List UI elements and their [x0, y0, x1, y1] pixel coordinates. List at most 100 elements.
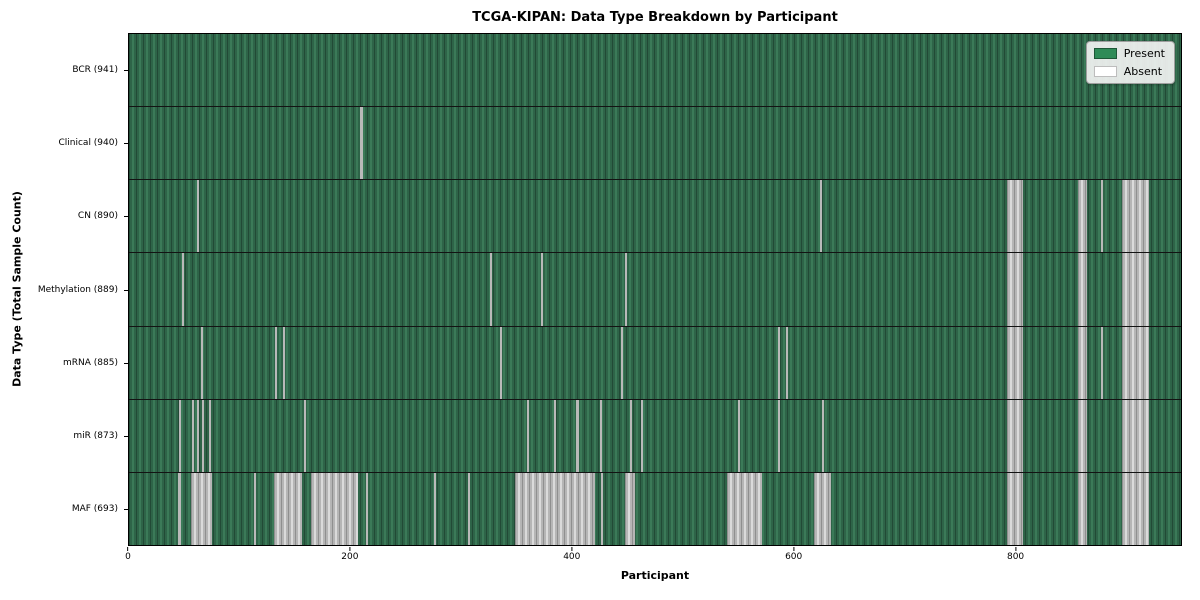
- absent-stripe: [490, 253, 493, 326]
- y-tick-label: BCR (941): [72, 64, 118, 75]
- x-tick: 600: [785, 547, 802, 562]
- heatmap-row: [129, 472, 1181, 545]
- absent-stripe: [200, 326, 204, 399]
- absent-stripe: [1078, 472, 1087, 545]
- x-tick: 400: [563, 547, 580, 562]
- y-tick-label: Methylation (889): [37, 284, 118, 295]
- absent-stripe: [1007, 472, 1023, 545]
- absent-stripe: [599, 399, 602, 472]
- absent-stripe: [310, 472, 359, 545]
- absent-stripe: [515, 472, 596, 545]
- absent-stripe: [365, 472, 369, 545]
- y-tick-label: miR (873): [73, 431, 118, 442]
- absent-stripe: [822, 399, 825, 472]
- absent-stripe: [1007, 180, 1023, 253]
- absent-stripe: [600, 472, 603, 545]
- absent-stripe: [620, 326, 623, 399]
- x-tick: 0: [125, 547, 131, 562]
- x-axis-label: Participant: [620, 569, 690, 582]
- legend-item-present: Present: [1093, 47, 1165, 60]
- y-axis-tick-labels: BCR (941) Clinical (940) CN (890) Methylati…: [0, 33, 120, 546]
- legend-present-label: Present: [1123, 47, 1165, 60]
- absent-stripe: [625, 253, 628, 326]
- absent-stripe: [640, 399, 643, 472]
- absent-stripe: [738, 399, 741, 472]
- absent-stripe: [499, 326, 503, 399]
- absent-stripe: [1122, 399, 1149, 472]
- absent-stripe: [1078, 180, 1087, 253]
- heatmap-row: [129, 399, 1181, 473]
- absent-stripe: [629, 399, 632, 472]
- y-tick-mark: [124, 69, 128, 71]
- absent-stripe: [1101, 326, 1104, 399]
- absent-stripe: [526, 399, 529, 472]
- y-tick-mark: [124, 289, 128, 291]
- absent-stripe: [178, 399, 182, 472]
- chart-title: TCGA-KIPAN: Data Type Breakdown by Parti…: [472, 10, 838, 25]
- absent-stripe: [576, 399, 579, 472]
- absent-stripe: [554, 399, 557, 472]
- y-tick-label: CN (890): [77, 211, 118, 222]
- x-tick-label: 0: [125, 552, 131, 562]
- absent-stripe: [191, 472, 213, 545]
- absent-stripe: [1007, 253, 1023, 326]
- absent-stripe: [275, 326, 278, 399]
- x-tick-label: 600: [785, 552, 803, 562]
- absent-swatch-icon: [1093, 66, 1117, 77]
- x-tick-mark: [1015, 547, 1017, 551]
- absent-stripe: [819, 180, 823, 253]
- y-tick-label: MAF (693): [71, 504, 118, 515]
- absent-stripe: [540, 253, 544, 326]
- y-tick-mark: [124, 216, 128, 218]
- absent-stripe: [282, 326, 286, 399]
- legend: Present Absent: [1085, 41, 1175, 84]
- heatmap-row: [129, 326, 1181, 400]
- absent-stripe: [785, 326, 788, 399]
- absent-stripe: [777, 399, 781, 472]
- absent-stripe: [192, 399, 195, 472]
- y-tick-mark: [124, 142, 128, 144]
- heatmap-row: [129, 107, 1181, 181]
- heatmap-row: [129, 253, 1181, 327]
- absent-stripe: [196, 399, 199, 472]
- absent-stripe: [1122, 472, 1149, 545]
- absent-stripe: [208, 399, 211, 472]
- x-axis-ticks: 0 200 400 600 800: [125, 547, 1182, 567]
- absent-stripe: [1101, 180, 1104, 253]
- x-tick-mark: [571, 547, 573, 551]
- absent-stripe: [1078, 399, 1087, 472]
- absent-stripe: [1122, 326, 1149, 399]
- absent-stripe: [274, 472, 302, 545]
- legend-absent-label: Absent: [1123, 65, 1163, 78]
- absent-stripe: [254, 472, 257, 545]
- absent-stripe: [303, 399, 307, 472]
- heatmap-row: [129, 34, 1181, 108]
- absent-stripe: [360, 107, 363, 180]
- absent-stripe: [182, 253, 185, 326]
- x-tick-label: 800: [1006, 552, 1025, 562]
- absent-stripe: [196, 180, 199, 253]
- present-swatch-icon: [1093, 48, 1117, 59]
- absent-stripe: [433, 472, 436, 545]
- y-tick-mark: [124, 509, 128, 511]
- absent-stripe: [202, 399, 205, 472]
- y-tick-mark: [124, 436, 128, 438]
- y-tick-mark: [124, 362, 128, 364]
- absent-stripe: [177, 472, 182, 545]
- y-tick-label: Clinical (940): [58, 137, 118, 148]
- absent-stripe: [814, 472, 832, 545]
- absent-stripe: [625, 472, 636, 545]
- legend-item-absent: Absent: [1093, 65, 1165, 78]
- heatmap-rows: [129, 34, 1181, 545]
- absent-stripe: [1007, 326, 1023, 399]
- absent-stripe: [726, 472, 763, 545]
- x-tick-label: 200: [341, 552, 359, 562]
- x-tick: 200: [341, 547, 358, 562]
- x-tick-mark: [127, 547, 129, 551]
- absent-stripe: [1078, 326, 1087, 399]
- absent-stripe: [1122, 253, 1149, 326]
- absent-stripe: [467, 472, 471, 545]
- absent-stripe: [1122, 180, 1149, 253]
- absent-stripe: [1078, 253, 1087, 326]
- absent-stripe: [1007, 399, 1023, 472]
